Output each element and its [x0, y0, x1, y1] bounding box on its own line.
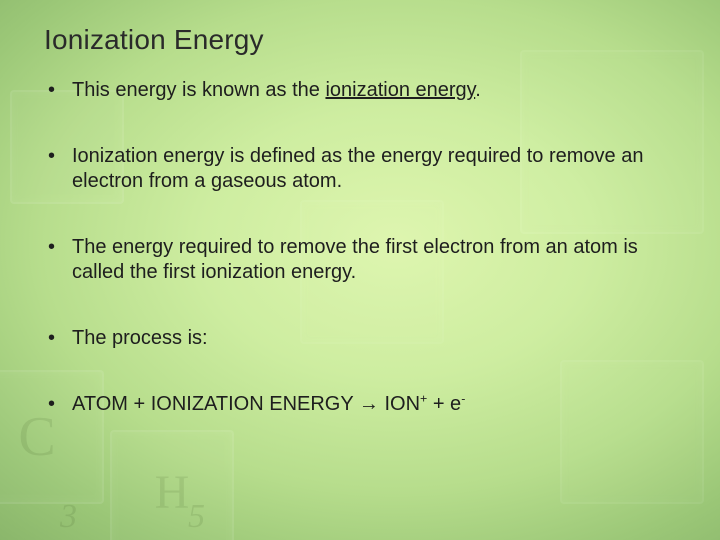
slide: C H 3 5 Ionization Energy This energy is… [0, 0, 720, 540]
bullet-5-equation: ATOM + IONIZATION ENERGY → ION+ + e- [44, 392, 680, 418]
bullet-1: This energy is known as the ionization e… [44, 78, 680, 104]
bullet-1-text-pre: This energy is known as the [72, 79, 325, 101]
bullet-2: Ionization energy is defined as the ener… [44, 144, 680, 195]
slide-content: Ionization Energy This energy is known a… [0, 0, 720, 540]
bullet-3: The energy required to remove the first … [44, 235, 680, 286]
equation-part-a: ATOM + IONIZATION ENERGY → ION [72, 393, 420, 415]
equation-part-b: + e [427, 393, 461, 415]
bullet-1-text-post: . [475, 79, 481, 101]
equation-sup-minus: - [461, 391, 465, 405]
bullet-4-text: The process is: [72, 327, 208, 349]
slide-title: Ionization Energy [44, 24, 680, 56]
bullet-4: The process is: [44, 326, 680, 352]
bullet-2-text: Ionization energy is defined as the ener… [72, 145, 643, 193]
bullet-list: This energy is known as the ionization e… [44, 78, 680, 417]
bullet-3-text: The energy required to remove the first … [72, 236, 638, 284]
bullet-1-underline: ionization energy [325, 79, 475, 101]
